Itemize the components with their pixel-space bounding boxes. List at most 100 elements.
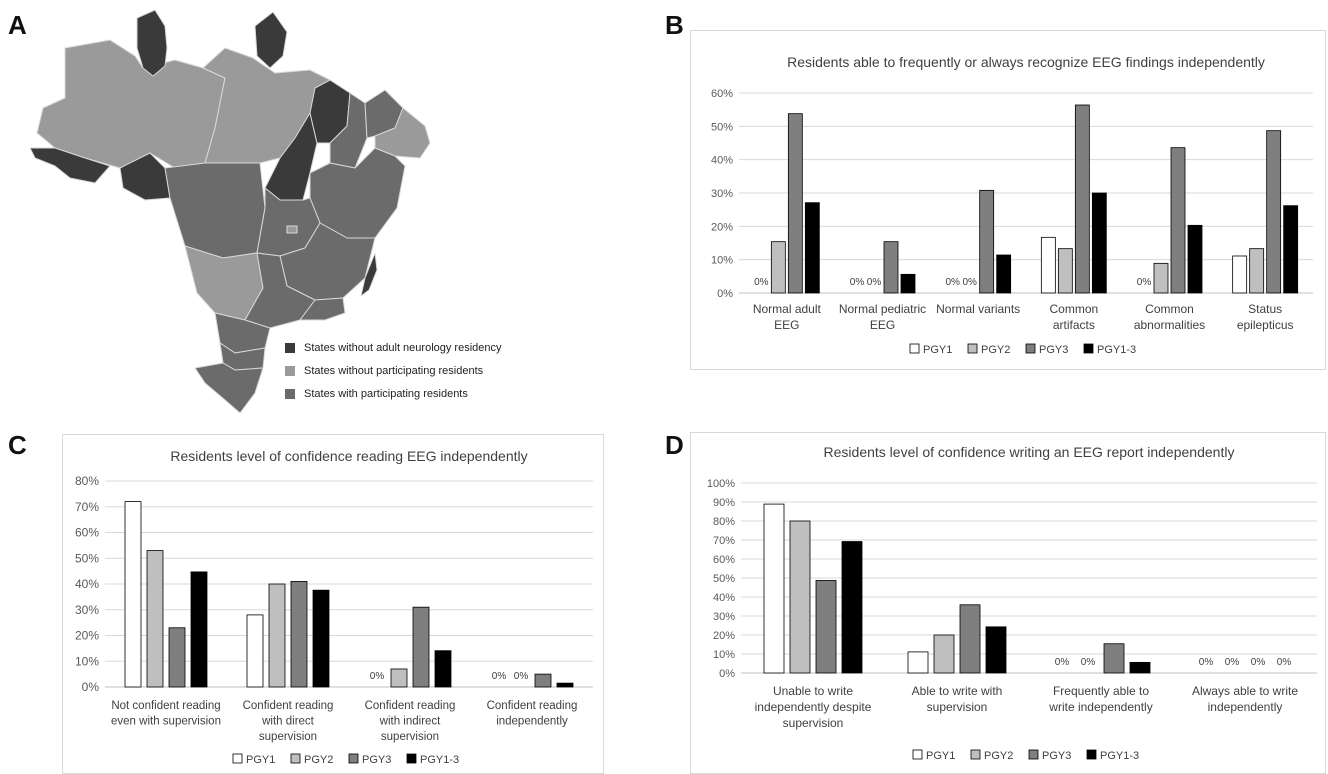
x-category-line: with indirect xyxy=(379,716,442,728)
x-category-line: epilepticus xyxy=(1237,318,1294,332)
y-tick-label: 60% xyxy=(713,554,735,566)
bar-pgy2 xyxy=(146,550,164,688)
x-category-line: abnormalities xyxy=(1134,318,1205,332)
x-category-line: Always able to write xyxy=(1192,684,1298,698)
legend-swatch xyxy=(285,342,295,353)
legend-label: PGY3 xyxy=(1039,344,1068,356)
x-category-line: even with supervision xyxy=(111,716,221,728)
bar-pgy3 xyxy=(979,189,995,294)
x-category-line: Unable to write xyxy=(773,684,853,698)
bar-pgy2 xyxy=(390,668,408,688)
legend-swatch xyxy=(406,753,417,764)
legend-label: PGY1 xyxy=(923,344,952,356)
zero-data-label: 0% xyxy=(370,671,385,682)
bar-pgy1 xyxy=(1232,255,1248,294)
y-tick-label: 80% xyxy=(75,474,99,488)
x-category-line: Common xyxy=(1145,302,1194,316)
map-legend-label: States with participating residents xyxy=(304,387,468,400)
x-category-label: Normal pediatric EEG xyxy=(839,302,926,332)
y-tick-label: 100% xyxy=(707,478,735,490)
x-category-line: write independently xyxy=(1048,700,1152,714)
bar-pgy3 xyxy=(290,581,308,688)
x-category-label: Frequently able to write independently xyxy=(1048,684,1152,714)
zero-data-label: 0% xyxy=(850,277,865,288)
brazil-map-panel: States without adult neurology residency… xyxy=(25,8,510,418)
x-category-label: Not confident reading even with supervisi… xyxy=(111,700,221,728)
legend-swatch xyxy=(909,343,920,354)
y-tick-label: 90% xyxy=(713,497,735,509)
legend-swatch xyxy=(912,749,923,760)
zero-data-label: 0% xyxy=(754,277,769,288)
x-category-line: Frequently able to xyxy=(1053,684,1149,698)
chart-c-svg: Residents level of confidence reading EE… xyxy=(75,448,593,766)
chart-d-svg: Residents level of confidence writing an… xyxy=(707,444,1317,762)
chart-d-panel: Residents level of confidence writing an… xyxy=(690,432,1326,774)
x-category-label: Confident reading with direct supervision xyxy=(243,700,334,743)
bar-pgy1-3 xyxy=(1091,192,1107,294)
x-category-line: independently despite xyxy=(755,700,872,714)
y-tick-label: 30% xyxy=(711,188,733,200)
legend-swatch xyxy=(348,753,359,764)
zero-data-label: 0% xyxy=(945,277,960,288)
panel-label-a: A xyxy=(8,10,27,40)
zero-data-label: 0% xyxy=(492,671,507,682)
map-state-espirito-santo xyxy=(360,252,378,297)
zero-data-label: 0% xyxy=(867,277,882,288)
zero-data-label: 0% xyxy=(514,671,529,682)
bar-pgy1-3 xyxy=(804,202,820,294)
y-tick-label: 60% xyxy=(711,88,733,100)
y-tick-label: 70% xyxy=(75,500,99,514)
x-category-line: EEG xyxy=(774,318,799,332)
y-tick-label: 30% xyxy=(713,611,735,623)
map-state-piaui xyxy=(329,92,368,169)
bar-pgy2 xyxy=(789,520,811,674)
panel-label-d: D xyxy=(665,430,684,460)
map-state-northeast-coast xyxy=(374,107,431,159)
legend-swatch xyxy=(232,753,243,764)
x-category-label: Normal variants xyxy=(936,302,1020,316)
bar-pgy1-3 xyxy=(1187,224,1203,294)
x-category-line: Status xyxy=(1248,302,1282,316)
x-category-line: Normal adult xyxy=(753,302,822,316)
bar-pgy1-3 xyxy=(985,626,1007,674)
legend-label: PGY1-3 xyxy=(1097,344,1136,356)
bar-pgy1-3 xyxy=(434,650,452,688)
y-tick-label: 70% xyxy=(713,535,735,547)
map-legend-label: States without adult neurology residency xyxy=(304,341,502,354)
x-category-line: Confident reading xyxy=(243,700,334,712)
y-tick-label: 40% xyxy=(75,577,99,591)
bar-pgy3 xyxy=(787,113,803,294)
legend-swatch xyxy=(285,388,295,399)
x-category-line: supervision xyxy=(927,700,988,714)
bar-pgy1-3 xyxy=(996,254,1012,294)
x-category-line: independently xyxy=(496,716,568,728)
map-legend-item: States with participating residents xyxy=(285,382,502,405)
x-category-label: Normal adult EEG xyxy=(753,302,822,332)
bar-pgy3 xyxy=(815,580,837,674)
x-category-line: Not confident reading xyxy=(111,700,220,712)
legend-label: PGY2 xyxy=(981,344,1010,356)
bar-pgy1 xyxy=(124,501,142,688)
y-tick-label: 0% xyxy=(82,680,100,694)
bar-pgy1-3 xyxy=(190,571,208,688)
x-category-line: supervision xyxy=(381,731,439,743)
y-tick-label: 20% xyxy=(75,629,99,643)
zero-data-label: 0% xyxy=(1225,657,1240,668)
map-state-amazonas xyxy=(36,39,226,169)
bar-pgy1 xyxy=(1040,236,1056,294)
bar-pgy3 xyxy=(168,627,186,688)
y-tick-label: 20% xyxy=(713,630,735,642)
zero-data-label: 0% xyxy=(962,277,977,288)
panel-label-c: C xyxy=(8,430,27,460)
x-category-line: artifacts xyxy=(1053,318,1095,332)
bar-pgy2 xyxy=(1153,262,1169,294)
x-category-line: supervision xyxy=(783,716,844,730)
map-state-rio-de-janeiro xyxy=(299,297,346,321)
legend-label: PGY1 xyxy=(926,750,955,762)
zero-data-label: 0% xyxy=(1137,277,1152,288)
legend-swatch xyxy=(285,365,295,376)
y-tick-label: 80% xyxy=(713,516,735,528)
bar-pgy3 xyxy=(534,673,552,688)
legend-swatch xyxy=(1083,343,1094,354)
chart-title: Residents able to frequently or always r… xyxy=(787,54,1265,70)
